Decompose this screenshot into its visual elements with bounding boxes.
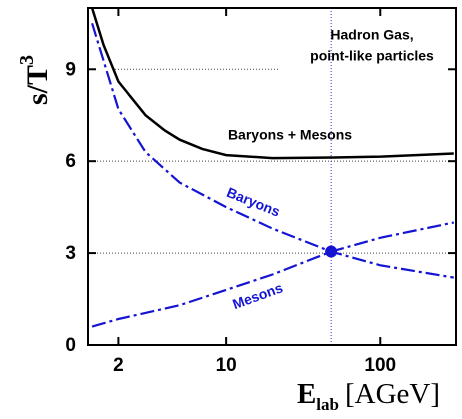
- y-tick-label: 6: [65, 151, 76, 172]
- marker-point: [325, 245, 338, 258]
- x-axis-label: Elab [AGeV]: [297, 378, 440, 414]
- y-tick-label: 0: [65, 335, 76, 356]
- x-tick-label: 100: [364, 355, 396, 376]
- series-label: Baryons: [225, 184, 283, 220]
- x-label-unit: [AGeV]: [345, 378, 440, 410]
- series-line: [91, 22, 454, 279]
- y-label-main: s/T: [21, 65, 54, 105]
- series-label: Mesons: [230, 279, 285, 312]
- y-tick-label: 9: [65, 59, 76, 80]
- plot-frame: [87, 7, 457, 346]
- y-tick-label: 3: [65, 243, 76, 264]
- x-tick-label: 10: [216, 355, 237, 376]
- series-label: Baryons + Mesons: [228, 127, 352, 143]
- y-label-sup: 3: [16, 55, 38, 65]
- x-label-main: E: [297, 378, 316, 410]
- series-line: [91, 221, 455, 328]
- x-tick-label: 2: [113, 355, 124, 376]
- annotation: Hadron Gas,: [330, 27, 413, 43]
- x-label-sub: lab: [316, 395, 339, 414]
- series-line: [90, 8, 454, 160]
- annotation: point-like particles: [310, 48, 434, 64]
- y-axis-label: s/T3: [16, 55, 54, 105]
